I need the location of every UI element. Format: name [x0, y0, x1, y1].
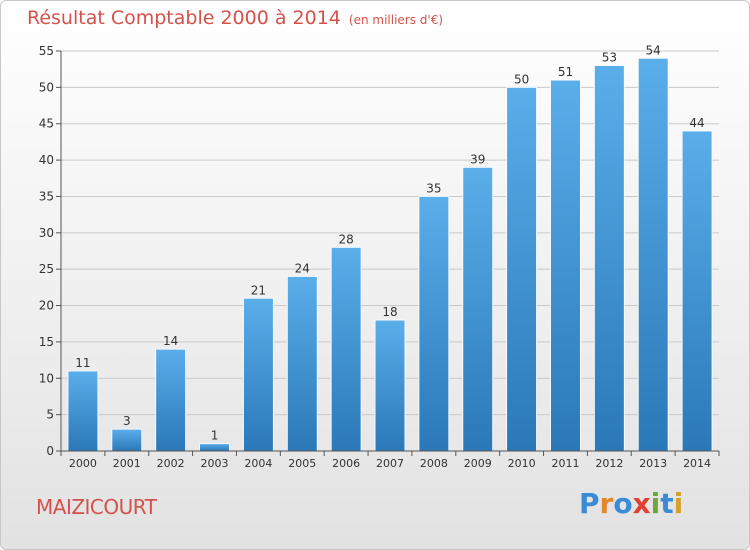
place-name: MAIZICOURT	[36, 495, 157, 519]
x-tick-label: 2002	[157, 457, 185, 470]
data-label: 14	[163, 334, 178, 348]
x-tick-label: 2013	[639, 457, 667, 470]
bar	[155, 348, 186, 452]
data-label: 18	[382, 305, 397, 319]
y-tick-label: 10	[39, 371, 54, 385]
data-label: 28	[338, 232, 353, 246]
y-tick-label: 5	[46, 408, 54, 422]
y-tick-label: 50	[39, 80, 54, 94]
data-label: 54	[646, 43, 661, 57]
chart-title: Résultat Comptable 2000 à 2014 (en millie…	[27, 7, 443, 29]
data-label: 53	[602, 51, 617, 65]
y-tick-label: 40	[39, 153, 54, 167]
bar	[374, 319, 406, 452]
x-tick-label: 2004	[244, 457, 272, 470]
brand-letter: o	[613, 487, 633, 520]
data-label: 35	[426, 181, 441, 195]
brand-letter: t	[660, 487, 674, 520]
data-label: 51	[558, 65, 573, 79]
axes: 0 5 10 15 20 25 30 35 40 45 50 55 2000 2001 2002 2003 20…	[39, 44, 720, 470]
y-tick-label: 15	[39, 335, 54, 349]
data-label: 39	[470, 152, 485, 166]
bar	[550, 79, 581, 452]
x-tick-label: 2007	[376, 457, 404, 470]
bars	[67, 57, 713, 452]
data-label: 3	[123, 414, 131, 428]
x-tick-label: 2012	[595, 457, 623, 470]
bar	[199, 443, 230, 452]
bar	[418, 196, 450, 452]
bar	[681, 130, 713, 452]
brand-letter: i	[650, 487, 661, 520]
data-label: 11	[75, 356, 90, 370]
data-labels: 11 3 14 1 21 24 28 18 35 39 50 51 53 54 44	[75, 43, 704, 442]
y-tick-label: 0	[46, 444, 54, 458]
y-tick-label: 55	[39, 44, 54, 58]
y-tick-label: 25	[39, 262, 54, 276]
bar	[506, 86, 537, 452]
brand-letter: P	[579, 487, 600, 520]
title-subtitle: (en milliers d'€)	[348, 13, 444, 27]
bar	[243, 297, 274, 452]
bar	[462, 166, 494, 452]
bar	[111, 428, 143, 452]
data-label: 44	[689, 116, 704, 130]
y-tick-label: 45	[39, 117, 54, 131]
bar	[286, 276, 318, 452]
bar	[594, 65, 625, 452]
x-tick-label: 2009	[464, 457, 492, 470]
x-tick-label: 2014	[683, 457, 711, 470]
brand-letter: i	[673, 487, 684, 520]
x-tick-label: 2001	[113, 457, 141, 470]
data-label: 24	[295, 261, 310, 275]
data-label: 1	[211, 429, 219, 443]
x-tick-label: 2006	[332, 457, 360, 470]
data-label: 50	[514, 72, 529, 86]
proxiti-logo: Proxiti	[579, 487, 683, 520]
data-label: 21	[251, 283, 266, 297]
x-tick-label: 2005	[288, 457, 316, 470]
y-tick-label: 30	[39, 226, 54, 240]
y-tick-label: 35	[39, 189, 54, 203]
bar	[67, 370, 99, 452]
bar	[637, 57, 669, 452]
brand-letter: x	[632, 487, 651, 520]
x-tick-label: 2000	[69, 457, 97, 470]
x-tick-label: 2011	[551, 457, 579, 470]
x-tick-label: 2010	[508, 457, 536, 470]
title-main: Résultat Comptable 2000 à 2014	[27, 7, 341, 29]
bar	[330, 246, 362, 452]
x-tick-label: 2003	[201, 457, 229, 470]
brand-letter: r	[599, 487, 614, 520]
x-tick-label: 2008	[420, 457, 448, 470]
y-tick-label: 20	[39, 299, 54, 313]
